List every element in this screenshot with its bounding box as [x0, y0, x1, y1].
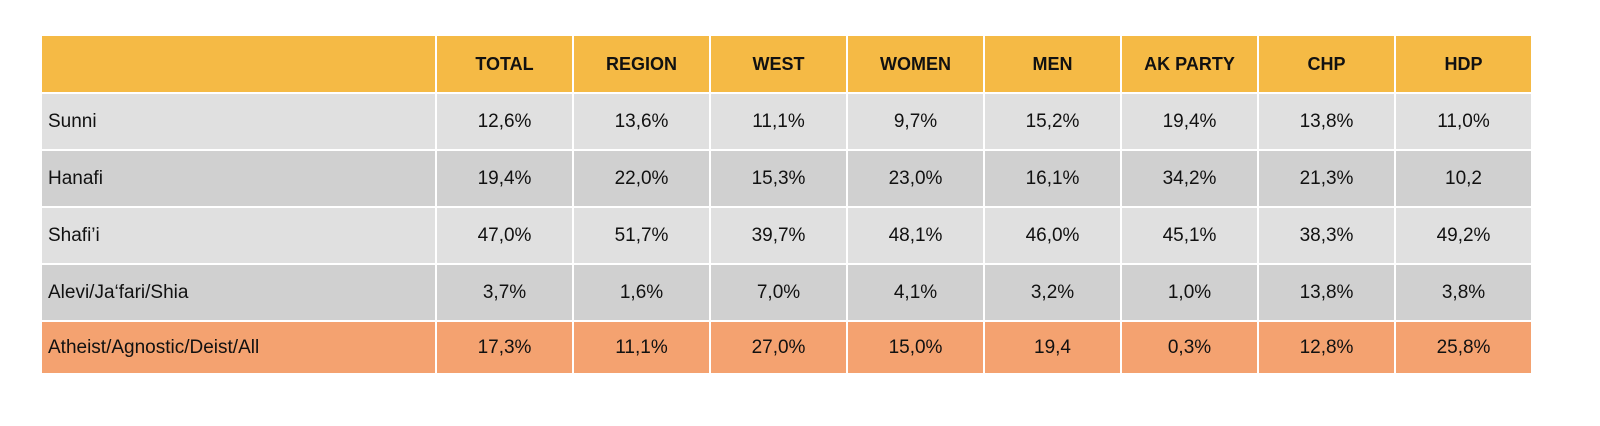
table-row: Atheist/Agnostic/Deist/All 17,3% 11,1% 27,0… — [40, 320, 1533, 375]
column-header: TOTAL — [435, 34, 574, 94]
cell: 45,1% — [1120, 206, 1259, 265]
cell: 17,3% — [435, 320, 574, 375]
row-label: Shafi’i — [40, 206, 437, 265]
cell: 15,0% — [846, 320, 985, 375]
cell: 11,0% — [1394, 92, 1533, 151]
cell: 9,7% — [846, 92, 985, 151]
cell: 38,3% — [1257, 206, 1396, 265]
cell: 13,8% — [1257, 263, 1396, 322]
cell: 3,2% — [983, 263, 1122, 322]
cell: 22,0% — [572, 149, 711, 208]
cell: 12,8% — [1257, 320, 1396, 375]
cell: 27,0% — [709, 320, 848, 375]
row-label: Alevi/Ja‘fari/Shia — [40, 263, 437, 322]
cell: 1,6% — [572, 263, 711, 322]
cell: 16,1% — [983, 149, 1122, 208]
cell: 13,6% — [572, 92, 711, 151]
table-row: Alevi/Ja‘fari/Shia 3,7% 1,6% 7,0% 4,1% 3,2% 1,… — [40, 263, 1533, 322]
header-row: TOTAL REGION WEST WOMEN MEN AK PARTY CHP HDP — [40, 34, 1533, 94]
cell: 15,3% — [709, 149, 848, 208]
table-body: Sunni 12,6% 13,6% 11,1% 9,7% 15,2% 19,4% 13,8% 1… — [40, 92, 1533, 375]
cell: 46,0% — [983, 206, 1122, 265]
cell: 1,0% — [1120, 263, 1259, 322]
cell: 13,8% — [1257, 92, 1396, 151]
cell: 48,1% — [846, 206, 985, 265]
cell: 34,2% — [1120, 149, 1259, 208]
cell: 51,7% — [572, 206, 711, 265]
cell: 19,4 — [983, 320, 1122, 375]
column-header: MEN — [983, 34, 1122, 94]
column-header: HDP — [1394, 34, 1533, 94]
data-table: TOTAL REGION WEST WOMEN MEN AK PARTY CHP HDP Su… — [40, 34, 1533, 375]
cell: 12,6% — [435, 92, 574, 151]
column-header: CHP — [1257, 34, 1396, 94]
cell: 3,7% — [435, 263, 574, 322]
cell: 3,8% — [1394, 263, 1533, 322]
cell: 49,2% — [1394, 206, 1533, 265]
cell: 21,3% — [1257, 149, 1396, 208]
cell: 11,1% — [709, 92, 848, 151]
cell: 0,3% — [1120, 320, 1259, 375]
column-header: REGION — [572, 34, 711, 94]
cell: 47,0% — [435, 206, 574, 265]
header-corner — [40, 34, 437, 94]
row-label: Hanafi — [40, 149, 437, 208]
cell: 39,7% — [709, 206, 848, 265]
cell: 23,0% — [846, 149, 985, 208]
table-row: Hanafi 19,4% 22,0% 15,3% 23,0% 16,1% 34,2% 21,3… — [40, 149, 1533, 208]
cell: 19,4% — [1120, 92, 1259, 151]
cell: 11,1% — [572, 320, 711, 375]
cell: 19,4% — [435, 149, 574, 208]
cell: 7,0% — [709, 263, 848, 322]
row-label: Sunni — [40, 92, 437, 151]
cell: 25,8% — [1394, 320, 1533, 375]
cell: 10,2 — [1394, 149, 1533, 208]
row-label: Atheist/Agnostic/Deist/All — [40, 320, 437, 375]
column-header: WEST — [709, 34, 848, 94]
cell: 15,2% — [983, 92, 1122, 151]
cell: 4,1% — [846, 263, 985, 322]
table-row: Sunni 12,6% 13,6% 11,1% 9,7% 15,2% 19,4% 13,8% 1… — [40, 92, 1533, 151]
column-header: AK PARTY — [1120, 34, 1259, 94]
table-row: Shafi’i 47,0% 51,7% 39,7% 48,1% 46,0% 45,1% 38,… — [40, 206, 1533, 265]
column-header: WOMEN — [846, 34, 985, 94]
